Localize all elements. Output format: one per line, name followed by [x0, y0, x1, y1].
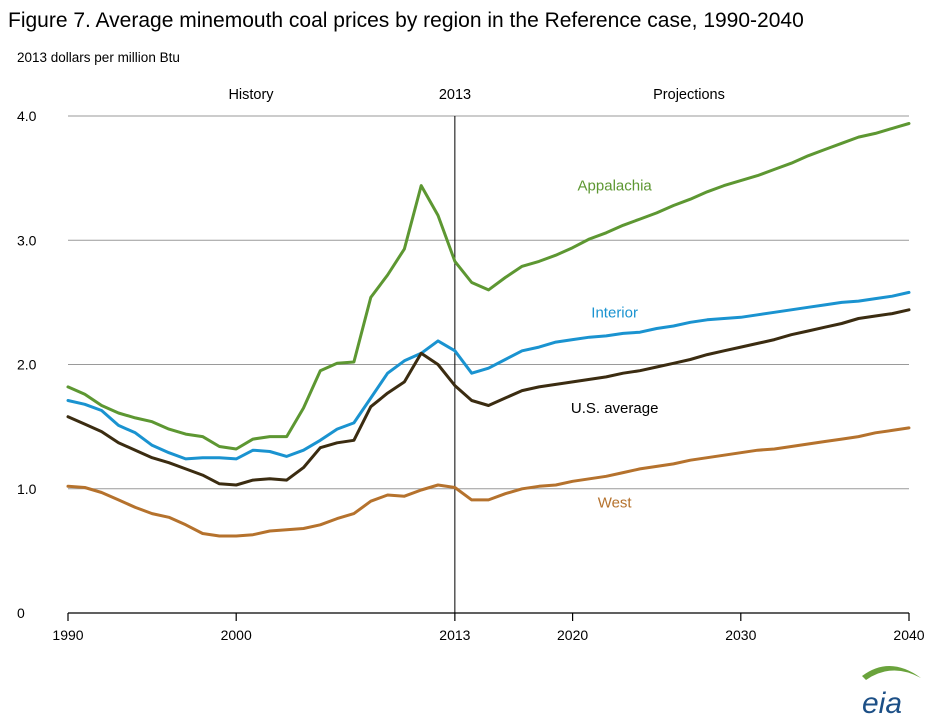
chart-title: Figure 7. Average minemouth coal prices …	[8, 9, 804, 32]
series-lines	[66, 122, 911, 538]
logo-text: eia	[862, 687, 902, 720]
logo-swoosh	[862, 665, 921, 680]
series-line-u-s-average	[66, 308, 911, 487]
series-line-west	[66, 426, 911, 538]
x-tick-label: 2030	[725, 627, 756, 643]
y-tick-label: 0	[17, 605, 25, 621]
series-line-appalachia	[66, 122, 911, 451]
series-label-interior: Interior	[591, 304, 638, 321]
y-tick-label: 3.0	[17, 232, 37, 248]
eia-logo: eia	[862, 665, 921, 720]
projections-label: Projections	[653, 87, 725, 103]
series-label-u-s-average: U.S. average	[571, 400, 659, 417]
gridlines	[68, 115, 909, 490]
chart-subtitle: 2013 dollars per million Btu	[17, 50, 180, 65]
series-labels: Appalachia Interior U.S. average West	[571, 178, 659, 512]
series-label-appalachia: Appalachia	[578, 178, 653, 195]
y-tick-label: 4.0	[17, 108, 37, 124]
x-tick-label: 2013	[439, 627, 470, 643]
x-tick-label: 2020	[557, 627, 588, 643]
series-line-interior	[66, 290, 911, 461]
x-tick-label: 1990	[52, 627, 83, 643]
series-label-west: West	[598, 494, 633, 511]
y-tick-label: 1.0	[17, 481, 37, 497]
x-axis: 1990 2000 2013 2020 2030 2040	[52, 612, 925, 643]
divider-year-label: 2013	[439, 87, 471, 103]
x-tick-label: 2000	[221, 627, 252, 643]
y-tick-label: 2.0	[17, 357, 37, 373]
history-label: History	[228, 87, 274, 103]
x-tick-label: 2040	[893, 627, 924, 643]
y-axis-ticks: 0 1.0 2.0 3.0 4.0	[17, 108, 37, 621]
